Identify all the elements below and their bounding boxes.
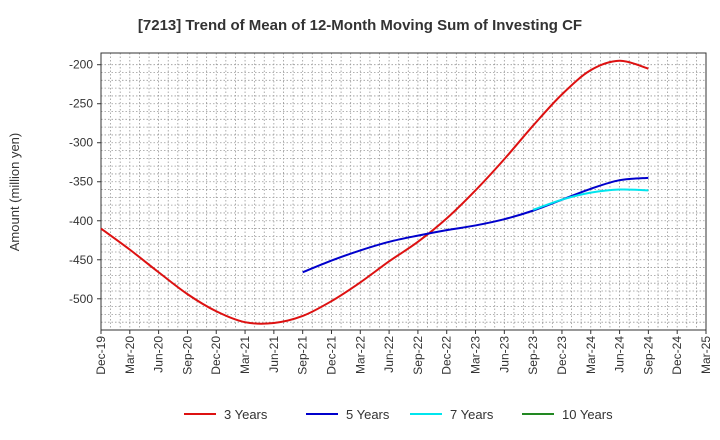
x-tick-label: Sep-23 xyxy=(526,336,540,375)
legend-label: 5 Years xyxy=(346,407,390,422)
y-ticks: -200 -250 -300 -350 -400 -450 -500 xyxy=(69,58,101,306)
x-tick-label: Jun-20 xyxy=(152,336,166,373)
legend[interactable]: 3 Years 5 Years 7 Years 10 Years xyxy=(184,407,613,422)
x-tick-label: Mar-22 xyxy=(353,336,367,374)
legend-item-7-years[interactable]: 7 Years xyxy=(410,407,494,422)
plot-area xyxy=(100,52,707,331)
x-tick-label: Dec-24 xyxy=(670,336,684,375)
x-tick-label: Dec-21 xyxy=(324,336,338,375)
legend-item-10-years[interactable]: 10 Years xyxy=(522,407,613,422)
series-line-3-years xyxy=(100,59,649,325)
x-tick-label: Jun-21 xyxy=(267,336,281,373)
x-tick-label: Dec-23 xyxy=(555,336,569,375)
y-tick-label: -450 xyxy=(69,253,93,267)
legend-item-3-years[interactable]: 3 Years xyxy=(184,407,268,422)
chart-title: [7213] Trend of Mean of 12-Month Moving … xyxy=(138,17,582,34)
y-tick-label: -300 xyxy=(69,136,93,150)
x-tick-label: Jun-24 xyxy=(613,336,627,373)
series-lines xyxy=(100,59,649,325)
x-tick-label: Mar-23 xyxy=(469,336,483,374)
x-tick-label: Jun-23 xyxy=(497,336,511,373)
x-tick-label: Sep-20 xyxy=(180,336,194,375)
x-tick-label: Mar-24 xyxy=(584,336,598,374)
y-tick-label: -400 xyxy=(69,214,93,228)
legend-label: 3 Years xyxy=(224,407,268,422)
x-tick-label: Sep-22 xyxy=(411,336,425,375)
y-tick-label: -250 xyxy=(69,97,93,111)
x-tick-label: Sep-24 xyxy=(641,336,655,375)
x-tick-label: Dec-20 xyxy=(209,336,223,375)
series-line-7-years xyxy=(532,188,649,211)
y-tick-label: -200 xyxy=(69,58,93,72)
y-tick-label: -500 xyxy=(69,292,93,306)
x-tick-label: Mar-21 xyxy=(238,336,252,374)
series-line-5-years xyxy=(302,176,649,274)
x-tick-label: Mar-20 xyxy=(123,336,137,374)
legend-label: 7 Years xyxy=(450,407,494,422)
x-tick-label: Dec-19 xyxy=(94,336,108,375)
x-tick-label: Sep-21 xyxy=(296,336,310,375)
x-tick-label: Jun-22 xyxy=(382,336,396,373)
x-tick-label: Dec-22 xyxy=(440,336,454,375)
legend-label: 10 Years xyxy=(562,407,613,422)
x-ticks: Dec-19 Mar-20 Jun-20 Sep-20 Dec-20 Mar-21 Jun-… xyxy=(94,330,713,375)
y-axis-label: Amount (million yen) xyxy=(7,133,22,252)
x-tick-label: Mar-25 xyxy=(699,336,713,374)
y-tick-label: -350 xyxy=(69,175,93,189)
grid xyxy=(100,53,707,331)
legend-item-5-years[interactable]: 5 Years xyxy=(306,407,390,422)
